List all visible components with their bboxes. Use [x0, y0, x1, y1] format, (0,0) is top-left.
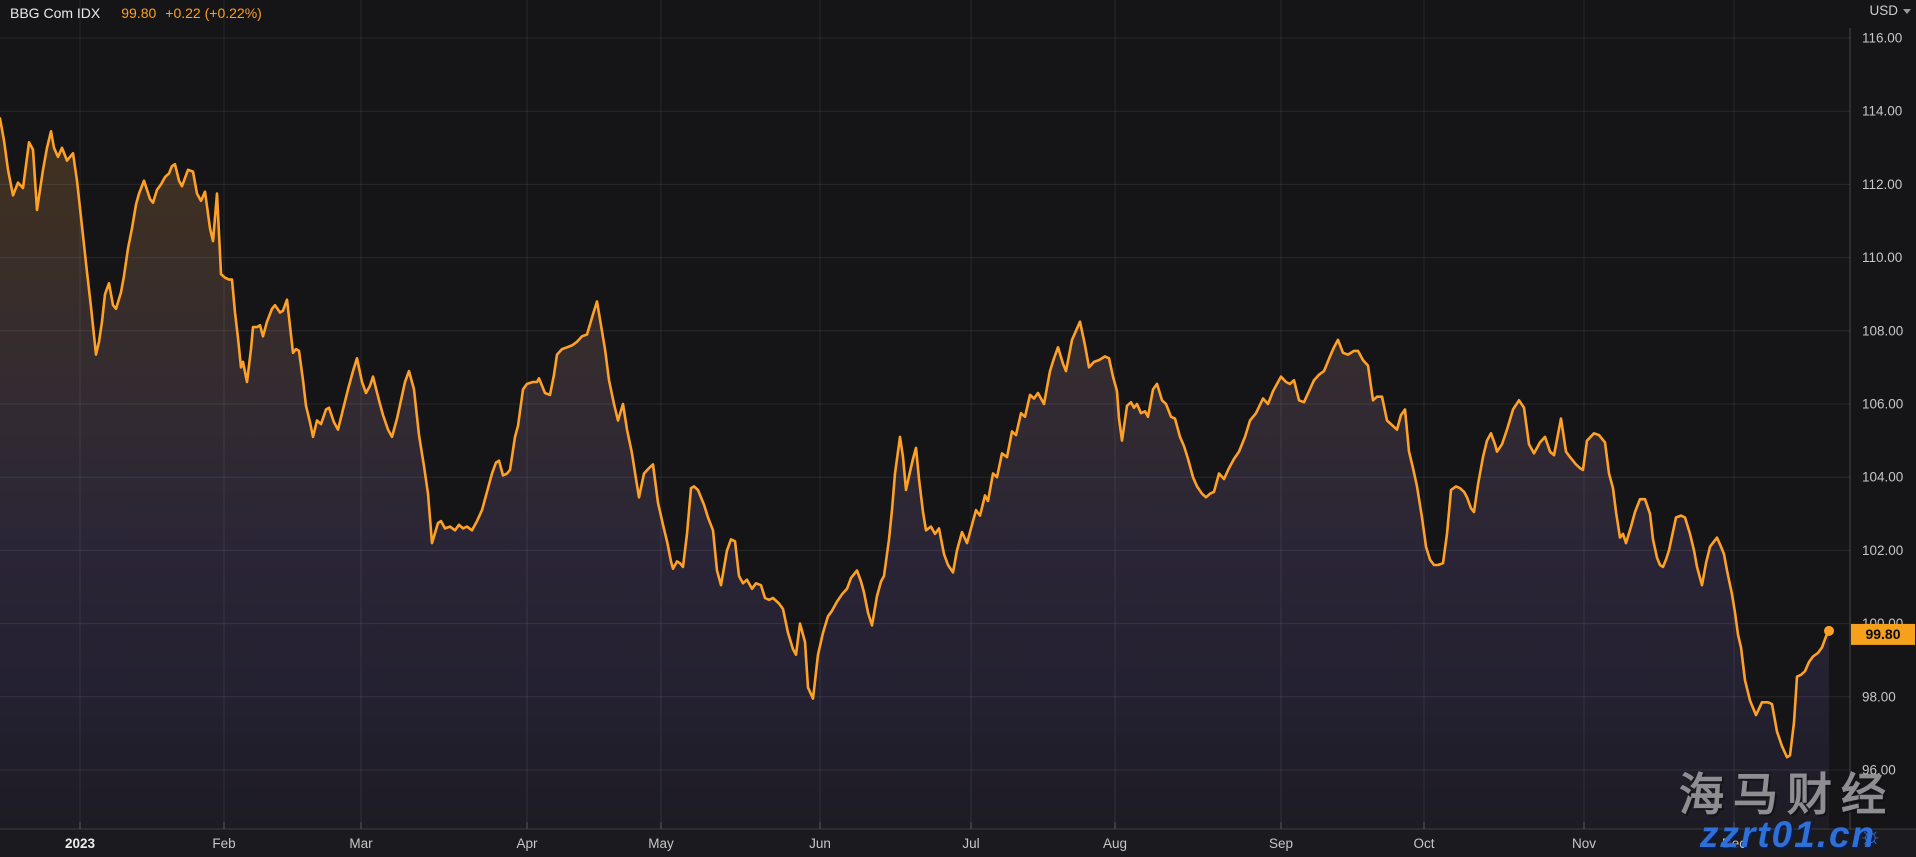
price-label: 96.00 [1862, 763, 1896, 778]
month-label: Aug [1103, 836, 1127, 851]
month-label: Apr [516, 836, 538, 851]
currency-label: USD [1869, 3, 1898, 18]
month-label: Mar [349, 836, 373, 851]
price-label: 114.00 [1862, 104, 1902, 119]
watermark-chinese: 海马财经 [1678, 769, 1895, 820]
chevron-down-icon [1903, 9, 1911, 14]
month-label: May [648, 836, 674, 851]
last-price-value: 99.80 [121, 5, 157, 21]
price-change: +0.22 (+0.22%) [165, 5, 262, 21]
price-label: 104.00 [1862, 470, 1903, 485]
price-label: 102.00 [1862, 543, 1903, 558]
time-axis-strip[interactable] [0, 829, 1916, 857]
chart-header: BBG Com IDX 99.80 +0.22 (+0.22%) [0, 0, 262, 26]
month-label: Jun [809, 836, 831, 851]
month-label: Jul [962, 836, 979, 851]
price-line [0, 117, 1831, 759]
month-label: Nov [1572, 836, 1596, 851]
price-label: 110.00 [1862, 250, 1902, 265]
month-label: 2023 [65, 836, 96, 851]
price-label: 116.00 [1862, 31, 1902, 46]
watermark-site: zzrt01.cn [1699, 814, 1877, 855]
price-label: 112.00 [1862, 177, 1902, 192]
area-fill [0, 118, 1829, 829]
month-label: Dec [1722, 836, 1746, 851]
last-price-tag [1851, 623, 1915, 645]
month-label: Oct [1413, 836, 1434, 851]
last-price-tag-text: 99.80 [1865, 626, 1900, 642]
price-label: 98.00 [1862, 689, 1896, 704]
price-label: 108.00 [1862, 323, 1903, 338]
last-price-dot [1824, 625, 1834, 636]
time-axis-labels: 2023 Feb Mar Apr May Jun Jul Aug Sep Oct Nov Dec [65, 822, 1746, 851]
currency-selector[interactable]: USD [1869, 3, 1911, 18]
instrument-name[interactable]: BBG Com IDX [10, 5, 101, 21]
gridlines [0, 0, 1850, 829]
month-label: Feb [212, 836, 235, 851]
price-label: 106.00 [1862, 397, 1903, 412]
month-label: Sep [1269, 836, 1293, 851]
sun-icon: ☼ [1858, 820, 1883, 850]
